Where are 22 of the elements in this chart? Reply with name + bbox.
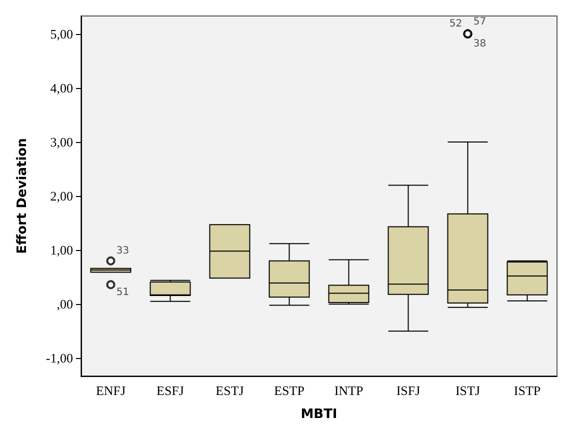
y-tick-label: -1,00 xyxy=(46,350,73,366)
annotation: 33 xyxy=(116,245,130,256)
x-axis-title: MBTI xyxy=(300,407,338,422)
x-tick-label: ESFJ xyxy=(156,383,184,398)
annotation: 51 xyxy=(116,287,130,298)
y-tick-label: 5,00 xyxy=(50,26,73,42)
annotation: 38 xyxy=(473,38,486,50)
x-tick-label: ISTP xyxy=(514,383,541,398)
y-tick-label: ,00 xyxy=(56,296,73,312)
x-tick-label: INTP xyxy=(334,383,364,398)
x-tick-label: ENFJ xyxy=(96,383,126,398)
x-tick-label: ESTJ xyxy=(216,383,244,398)
annotation: 52 xyxy=(449,18,462,30)
x-tick-label: ESTP xyxy=(274,383,304,398)
y-tick-label: 3,00 xyxy=(50,134,73,150)
y-tick-label: 1,00 xyxy=(50,242,73,258)
x-tick-label: ISTJ xyxy=(455,383,480,398)
y-tick-label: 2,00 xyxy=(50,188,73,204)
x-tick-label: ISFJ xyxy=(396,383,420,398)
annotation: 57 xyxy=(473,16,486,28)
y-tick-label: 4,00 xyxy=(50,80,73,96)
y-axis-title: Effort Deviation xyxy=(15,138,30,254)
